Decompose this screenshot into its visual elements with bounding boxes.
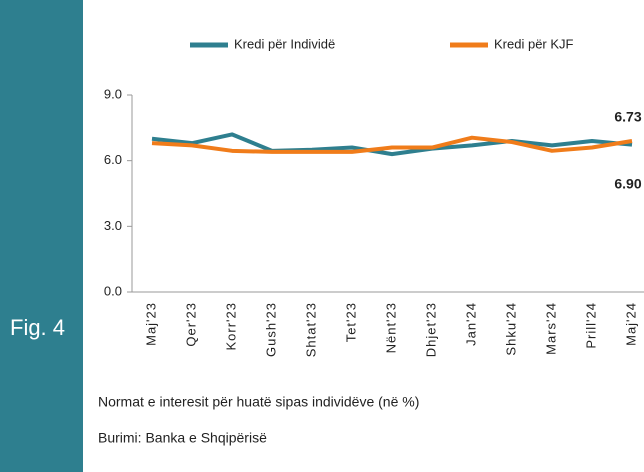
y-tick-label: 3.0 — [104, 218, 122, 233]
x-tick-label: Tet'23 — [343, 302, 358, 342]
y-tick-label: 0.0 — [104, 283, 122, 298]
x-tick-label: Dhjet'23 — [423, 302, 438, 357]
source: Burimi: Banka e Shqipërisë — [98, 430, 267, 446]
caption: Normat e interesit për huatë sipas indiv… — [98, 394, 419, 410]
y-tick-label: 9.0 — [104, 86, 122, 101]
x-tick-label: Korr'23 — [223, 302, 238, 351]
value-label: 6.90 — [614, 176, 641, 192]
sidebar — [0, 0, 83, 472]
x-tick-label: Gush'23 — [263, 302, 278, 357]
x-tick-label: Shku'24 — [503, 302, 518, 356]
value-label: 6.73 — [614, 108, 641, 124]
x-tick-label: Mars'24 — [543, 302, 558, 355]
x-tick-label: Jan'24 — [463, 302, 478, 346]
series-line — [151, 135, 633, 154]
x-tick-label: Nënt'23 — [383, 302, 398, 353]
y-tick-label: 6.0 — [104, 152, 122, 167]
x-tick-label: Maj'24 — [623, 302, 638, 346]
legend-label: Kredi për KJF — [494, 36, 574, 51]
x-tick-label: Prill'24 — [583, 302, 598, 349]
x-tick-label: Qer'23 — [183, 302, 198, 347]
x-tick-label: Shtat'23 — [303, 302, 318, 357]
series-line — [151, 132, 633, 157]
legend-label: Kredi për Individë — [234, 36, 335, 51]
x-tick-label: Maj'23 — [143, 302, 158, 346]
figure-label: Fig. 4 — [10, 315, 65, 340]
